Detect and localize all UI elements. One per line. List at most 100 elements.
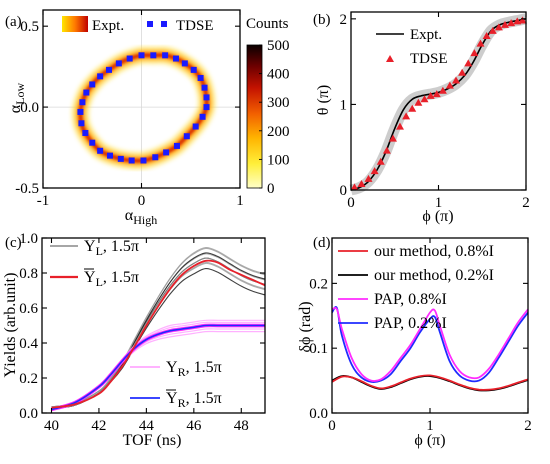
y-tick-label: 0.0 (309, 406, 328, 422)
legend-expt-label: Expt. (410, 27, 442, 43)
tdse-marker (89, 139, 96, 146)
tdse-marker (376, 157, 385, 165)
tdse-marker (370, 167, 379, 175)
tdse-marker (464, 59, 473, 67)
tdse-marker (89, 81, 96, 88)
tdse-marker (396, 122, 404, 130)
colorbar (246, 44, 263, 189)
y-axis-label: θ (π) (315, 85, 332, 115)
y-tick-label: 1.0 (19, 231, 38, 247)
x-tick-label: 46 (186, 418, 202, 434)
y-tick-label: 2 (340, 12, 348, 28)
x-tick-label: 48 (234, 418, 249, 434)
y-tick-label: 0.2 (19, 371, 38, 387)
legend-label-rest: , 1.5π (103, 269, 139, 286)
legend-label-sub: R (178, 365, 186, 379)
expt-distribution-core (78, 53, 209, 163)
plot-frame (41, 237, 266, 414)
panel-c: 40 42 44 46 480.00.20.40.60.81.0 YL, 1.5πYL, … (2, 231, 266, 449)
panel-b: 0 1 2 0 1 2 Expt. TDSE (b) ϕ (π) θ (π) (313, 11, 530, 225)
tdse-marker (364, 174, 373, 182)
panel-a: -1 0 1 -0.5 0.0 0.5 Expt. TDSE (a) αHigh αLow Count… (5, 9, 290, 227)
y-axis-label: Yields (arb.unit) (2, 273, 19, 378)
tdse-marker (197, 74, 204, 81)
tdse-marker (445, 81, 454, 89)
tdse-marker (150, 52, 157, 59)
tdse-marker (488, 26, 497, 34)
x-tick-label: 40 (44, 418, 59, 434)
tdse-marker (128, 157, 135, 164)
legend-tdse-marker (161, 21, 167, 27)
tdse-marker (201, 84, 208, 91)
tdse-marker (470, 49, 479, 57)
tdse-marker (203, 104, 210, 111)
panel-tag: (c) (5, 235, 22, 251)
x-tick-label: 42 (91, 418, 106, 434)
y-tick-label: 0.0 (19, 406, 38, 422)
legend-label: our method, 0.8%I (374, 243, 494, 260)
panel-tag: (b) (313, 12, 331, 28)
legend-tdse-label: TDSE (410, 51, 448, 67)
tdse-marker (402, 112, 411, 120)
legend-tdse-marker (386, 55, 394, 62)
panel-d: 0 1 2 0.0 0.1 0.2 our method, 0.8%I our method,… (297, 235, 532, 449)
tdse-marker (172, 55, 179, 62)
tdse-marker (507, 19, 516, 27)
tdse-marker (192, 123, 199, 130)
tdse-marker (476, 39, 485, 47)
x-tick-label: -1 (37, 193, 50, 209)
series-line (331, 374, 529, 391)
tdse-marker (203, 94, 210, 101)
y-tick-label: 0.8 (19, 266, 38, 282)
y-tick-label: 0.1 (309, 341, 328, 357)
legend-label-main: Y (84, 269, 96, 286)
colorbar-tick-label: 500 (267, 38, 290, 54)
tdse-marker (432, 90, 441, 98)
legend-label: YL, 1.5π (84, 238, 139, 258)
x-tick-label: 44 (139, 418, 155, 434)
tdse-marker (518, 16, 527, 24)
legend-label-main: Y (84, 238, 96, 255)
tdse-marker (350, 183, 359, 191)
legend-label-main: Y (166, 390, 178, 407)
colorbar-title: Counts (246, 16, 289, 32)
y-tick-label: 0.0 (20, 100, 39, 116)
tdse-marker (77, 108, 84, 115)
panel-tag: (d) (313, 235, 331, 251)
tdse-marker (458, 68, 467, 76)
tdse-marker (97, 73, 104, 80)
expt-line (350, 18, 527, 191)
tdse-marker (501, 20, 509, 28)
x-tick-label: 0 (138, 193, 146, 209)
legend-expt-swatch (62, 16, 88, 32)
tdse-marker (82, 129, 89, 136)
y-tick-label: 0.2 (309, 276, 328, 292)
x-axis-label: TOF (ns) (123, 432, 182, 449)
tdse-marker (426, 91, 435, 99)
y-tick-label: 1 (340, 97, 348, 113)
legend-label: YL, 1.5π (84, 269, 139, 289)
legend-label-main: Y (166, 359, 178, 376)
tdse-marker (408, 104, 417, 112)
tdse-marker (138, 52, 145, 59)
x-tick-label: 1 (435, 195, 443, 211)
x-tick-label: 1 (426, 418, 434, 434)
colorbar-tick-label: 200 (267, 124, 290, 140)
panel-tag: (a) (5, 14, 22, 30)
tdse-marker (97, 147, 104, 154)
tdse-marker (115, 60, 122, 67)
legend-label: our method, 0.2%I (374, 267, 494, 284)
tdse-marker (106, 152, 113, 159)
yl-trace (51, 247, 266, 410)
y-axis-label: αLow (7, 82, 27, 113)
legend-label-sub: L (96, 244, 103, 258)
tdse-marker (438, 86, 447, 94)
tdse-marker (152, 154, 159, 161)
tdse-marker (162, 52, 169, 59)
legend-tdse-marker (147, 21, 153, 27)
legend-label-rest: , 1.5π (103, 238, 139, 255)
series-line (331, 306, 529, 383)
tdse-marker (414, 98, 423, 106)
tdse-marker (181, 60, 188, 67)
